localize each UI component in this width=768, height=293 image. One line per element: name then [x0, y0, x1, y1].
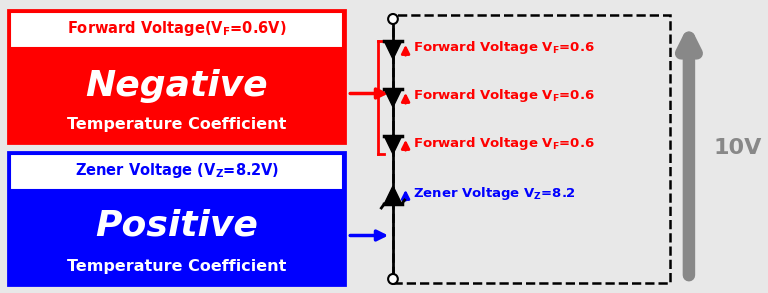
- Text: Zener Voltage V$_\mathregular{Z}$=8.2: Zener Voltage V$_\mathregular{Z}$=8.2: [413, 185, 576, 202]
- FancyBboxPatch shape: [8, 10, 346, 143]
- Polygon shape: [384, 89, 402, 107]
- Polygon shape: [384, 186, 402, 204]
- Text: Zener Voltage (V$_\mathregular{Z}$=8.2V): Zener Voltage (V$_\mathregular{Z}$=8.2V): [74, 161, 279, 180]
- Circle shape: [388, 14, 398, 24]
- Polygon shape: [384, 41, 402, 59]
- Text: Positive: Positive: [95, 208, 258, 242]
- Text: Forward Voltage V$_\mathregular{F}$=0.6: Forward Voltage V$_\mathregular{F}$=0.6: [413, 88, 595, 105]
- Text: Temperature Coefficient: Temperature Coefficient: [67, 260, 286, 275]
- Text: Forward Voltage V$_\mathregular{F}$=0.6: Forward Voltage V$_\mathregular{F}$=0.6: [413, 40, 595, 57]
- Polygon shape: [384, 136, 402, 154]
- FancyBboxPatch shape: [10, 12, 343, 48]
- Text: Forward Voltage V$_\mathregular{F}$=0.6: Forward Voltage V$_\mathregular{F}$=0.6: [413, 134, 595, 151]
- Text: Forward Voltage(V$_\mathregular{F}$=0.6V): Forward Voltage(V$_\mathregular{F}$=0.6V…: [67, 18, 286, 38]
- Text: Negative: Negative: [85, 69, 268, 103]
- Text: Temperature Coefficient: Temperature Coefficient: [67, 117, 286, 132]
- Circle shape: [388, 274, 398, 284]
- FancyBboxPatch shape: [10, 154, 343, 190]
- Text: 10V: 10V: [713, 138, 762, 158]
- FancyBboxPatch shape: [8, 152, 346, 285]
